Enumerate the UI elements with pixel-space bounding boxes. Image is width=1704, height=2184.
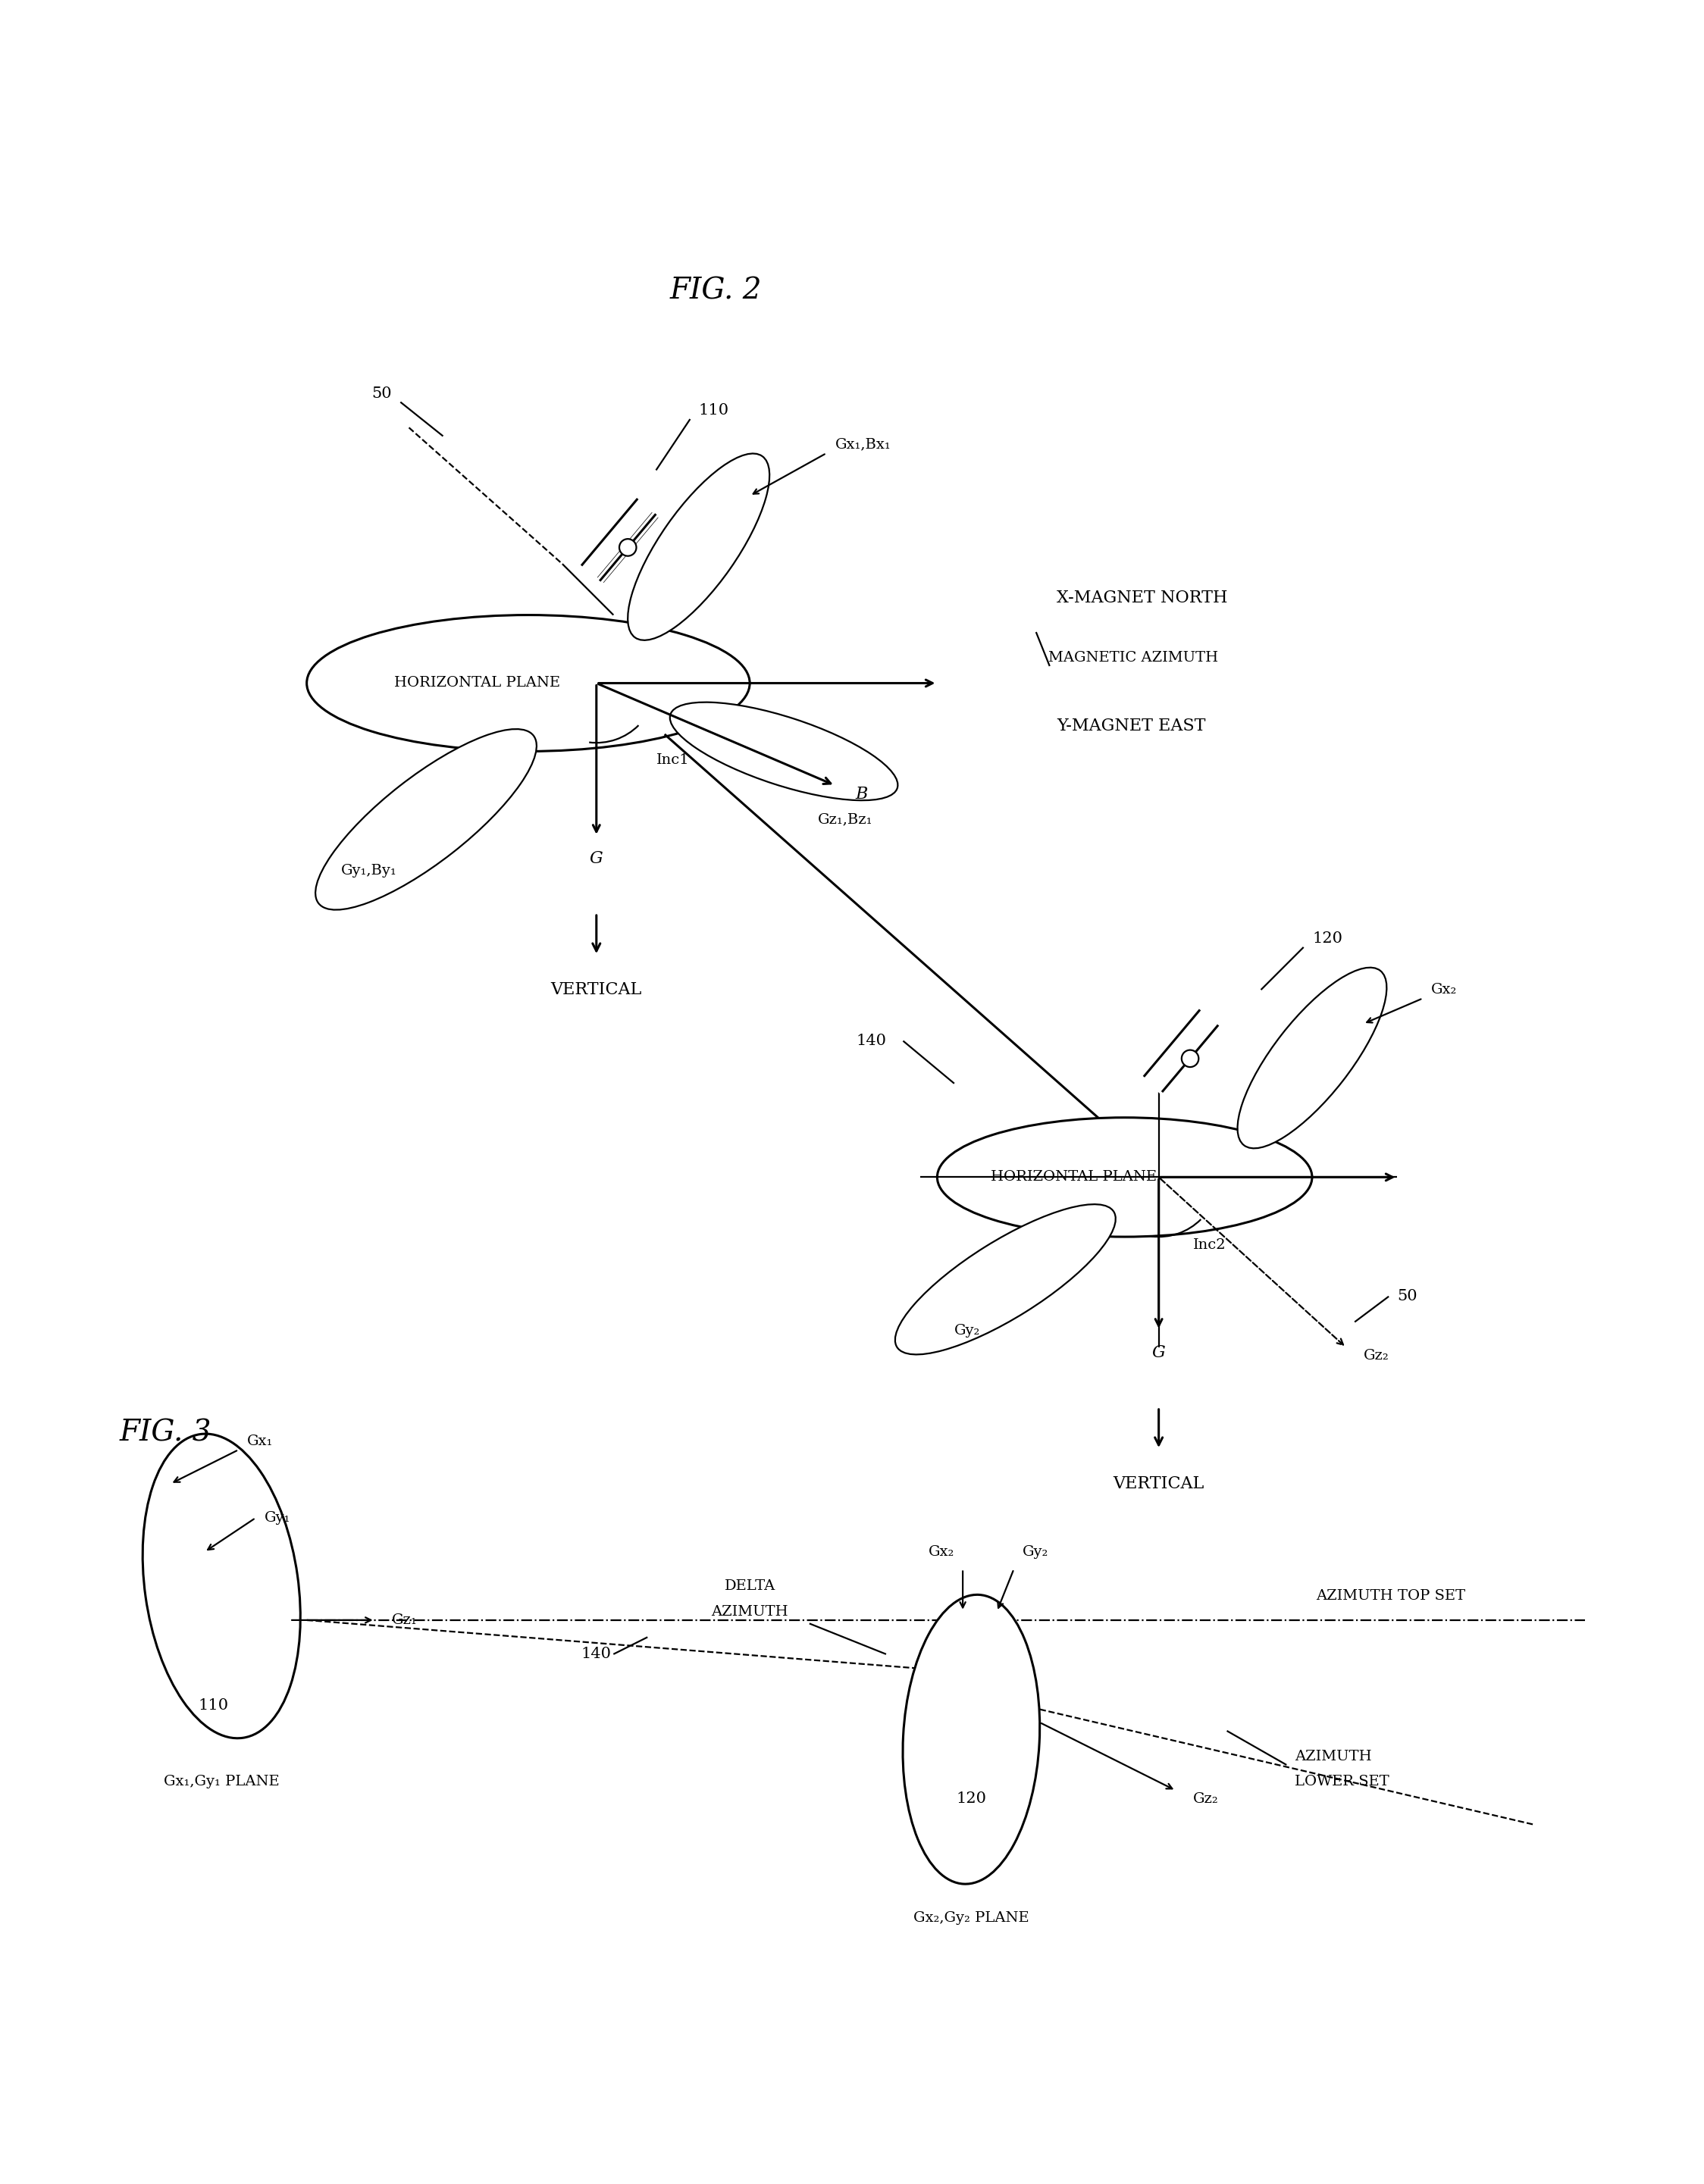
Text: VERTICAL: VERTICAL (550, 981, 642, 998)
Text: 140: 140 (581, 1647, 612, 1662)
Text: Gz₂: Gz₂ (1363, 1350, 1389, 1363)
Text: HORIZONTAL PLANE: HORIZONTAL PLANE (990, 1171, 1157, 1184)
Text: 120: 120 (956, 1791, 987, 1806)
Ellipse shape (307, 616, 750, 751)
Text: FIG. 2: FIG. 2 (670, 277, 762, 306)
Text: Gz₁,Bz₁: Gz₁,Bz₁ (818, 812, 872, 826)
Text: Gz₂: Gz₂ (1193, 1793, 1218, 1806)
Text: Gx₂,Gy₂ PLANE: Gx₂,Gy₂ PLANE (913, 1911, 1029, 1924)
Text: 120: 120 (1312, 933, 1343, 946)
Text: Gy₁,By₁: Gy₁,By₁ (341, 863, 397, 878)
Text: Gy₂: Gy₂ (1022, 1544, 1048, 1559)
Text: X-MAGNET NORTH: X-MAGNET NORTH (1056, 590, 1227, 607)
Text: AZIMUTH: AZIMUTH (1295, 1749, 1372, 1762)
Text: 50: 50 (1397, 1289, 1418, 1304)
Text: MAGNETIC AZIMUTH: MAGNETIC AZIMUTH (1048, 651, 1218, 664)
Text: Gx₁: Gx₁ (247, 1435, 273, 1448)
Ellipse shape (1237, 968, 1387, 1149)
Text: AZIMUTH TOP SET: AZIMUTH TOP SET (1315, 1590, 1465, 1603)
Text: Gy₂: Gy₂ (954, 1324, 980, 1337)
Ellipse shape (143, 1435, 300, 1738)
Text: Inc2: Inc2 (1193, 1238, 1225, 1251)
Text: Gz₁: Gz₁ (392, 1614, 417, 1627)
Text: Y-MAGNET EAST: Y-MAGNET EAST (1056, 716, 1205, 734)
Ellipse shape (937, 1118, 1312, 1236)
Text: VERTICAL: VERTICAL (1113, 1476, 1205, 1492)
Text: Gx₂: Gx₂ (929, 1544, 954, 1559)
Text: Inc1: Inc1 (656, 753, 688, 767)
Text: Gy₁: Gy₁ (264, 1511, 290, 1524)
Ellipse shape (315, 729, 537, 911)
Text: Gx₁,Bx₁: Gx₁,Bx₁ (835, 437, 891, 452)
Text: LOWER SET: LOWER SET (1295, 1776, 1389, 1789)
Ellipse shape (903, 1594, 1039, 1885)
Text: AZIMUTH: AZIMUTH (711, 1605, 789, 1618)
Ellipse shape (627, 454, 770, 640)
Text: 110: 110 (198, 1699, 228, 1712)
Ellipse shape (895, 1203, 1116, 1354)
Text: 50: 50 (371, 387, 392, 400)
Text: Gx₂: Gx₂ (1431, 983, 1457, 996)
Text: Gx₁,Gy₁ PLANE: Gx₁,Gy₁ PLANE (164, 1776, 279, 1789)
Text: 110: 110 (699, 404, 729, 417)
Text: 140: 140 (855, 1033, 886, 1048)
Text: DELTA: DELTA (724, 1579, 775, 1592)
Ellipse shape (670, 703, 898, 799)
Text: B: B (855, 786, 867, 802)
Text: G: G (1152, 1343, 1166, 1361)
Circle shape (1181, 1051, 1198, 1068)
Text: HORIZONTAL PLANE: HORIZONTAL PLANE (394, 677, 561, 690)
Text: G: G (590, 850, 603, 867)
Text: FIG. 3: FIG. 3 (119, 1420, 211, 1446)
Circle shape (619, 539, 636, 557)
